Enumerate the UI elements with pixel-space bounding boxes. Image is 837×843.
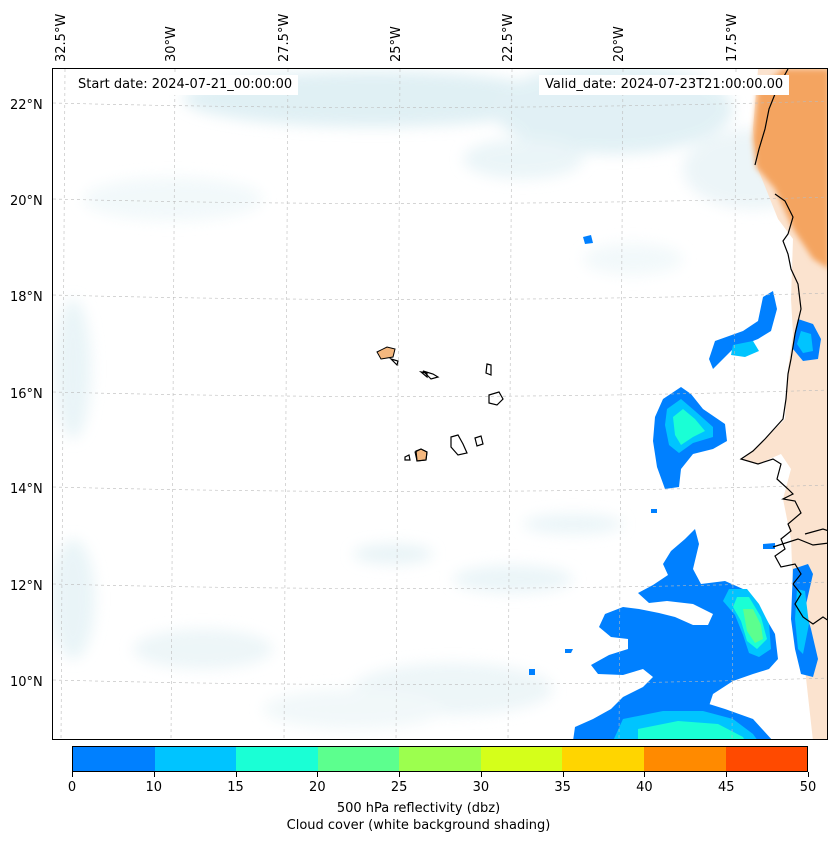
- colorbar-tick-mark: [235, 772, 237, 777]
- colorbar-tick-mark: [808, 772, 809, 777]
- reflectivity-cell: [565, 649, 573, 653]
- lon-label: 25°W: [389, 26, 404, 62]
- parallel-gridline: [53, 196, 827, 204]
- colorbar-tick-label: 20: [309, 780, 326, 795]
- meridian-gridline: [618, 69, 624, 739]
- meridian-gridline: [60, 69, 66, 739]
- colorbar-segment: [562, 747, 644, 771]
- lat-label: 14°N: [10, 482, 43, 497]
- lon-label: 30°W: [164, 26, 179, 62]
- parallel-gridline: [53, 292, 827, 300]
- colorbar-tick-label: 25: [390, 780, 408, 795]
- reflectivity-cell: [673, 409, 705, 445]
- reflectivity-cell: [573, 529, 778, 739]
- reflectivity-colorbar: [72, 746, 808, 772]
- colorbar-tick-mark: [399, 772, 401, 777]
- colorbar-tick-label: 30: [472, 780, 490, 795]
- colorbar-label: 500 hPa reflectivity (dbz): [336, 801, 501, 816]
- colorbar-sublabel: Cloud cover (white background shading): [286, 818, 551, 833]
- lat-label: 20°N: [10, 194, 43, 209]
- lon-label: 27.5°W: [277, 13, 292, 62]
- island-maio: [474, 435, 484, 447]
- lon-label: 17.5°W: [725, 13, 740, 62]
- island-santiago-north: [418, 371, 428, 379]
- colorbar-tick-mark: [726, 772, 728, 777]
- lon-label: 32.5°W: [54, 13, 69, 62]
- colorbar-segment: [399, 747, 481, 771]
- meridian-gridline: [731, 69, 737, 739]
- colorbar-tick-mark: [153, 772, 155, 777]
- colorbar-tick-label: 50: [799, 780, 817, 795]
- colorbar-segment: [236, 747, 318, 771]
- colorbar-segment: [73, 747, 155, 771]
- colorbar-segment: [154, 747, 237, 771]
- colorbar-segment: [725, 747, 808, 771]
- island-santiago: [450, 434, 468, 456]
- gridlines: [53, 69, 827, 739]
- lon-label: 22.5°W: [501, 13, 516, 62]
- island-sao-nicolau: [422, 370, 440, 380]
- parallel-gridline: [53, 389, 827, 397]
- reflectivity-cell: [743, 609, 763, 643]
- colorbar-tick-label: 45: [717, 780, 735, 795]
- parallel-gridline: [53, 100, 827, 108]
- colorbar-tick-mark: [562, 772, 564, 777]
- reflectivity-cell: [763, 543, 775, 549]
- reflectivity-cell: [795, 589, 809, 654]
- colorbar-tick-label: 0: [67, 780, 77, 795]
- island-sao-vicente: [388, 357, 399, 367]
- reflectivity-cell: [731, 341, 759, 357]
- colorbar-tick-mark: [72, 772, 73, 777]
- start-date-label: Start date: 2024-07-21_00:00:00: [72, 75, 299, 95]
- colorbar-tick-mark: [644, 772, 646, 777]
- meridian-gridline: [507, 69, 513, 739]
- reflectivity-cell: [638, 721, 744, 739]
- colorbar-tick-label: 10: [145, 780, 163, 795]
- sahara-warm-area: [753, 69, 827, 268]
- valid-date-label: Valid_date: 2024-07-23T21:00:00.00: [539, 75, 790, 95]
- reflectivity-cell: [651, 509, 657, 513]
- gambia-coast: [804, 528, 827, 535]
- meridian-gridline: [283, 69, 289, 739]
- island-sal: [485, 363, 492, 376]
- reflectivity-cell: [797, 331, 813, 353]
- colorbar-segment: [643, 747, 726, 771]
- meridian-gridline: [170, 69, 176, 739]
- lat-label: 16°N: [10, 387, 43, 402]
- reflectivity-cell: [583, 235, 593, 244]
- colorbar-tick-mark: [317, 772, 319, 777]
- island-fogo-west: [404, 454, 411, 461]
- meridian-gridline: [395, 69, 401, 739]
- colorbar-tick-mark: [480, 772, 482, 777]
- island-fogo-outline: [415, 448, 428, 462]
- lon-label: 20°W: [612, 26, 627, 62]
- map-canvas: [53, 69, 827, 739]
- parallel-gridline: [53, 484, 827, 492]
- island-santo-antao: [376, 346, 396, 360]
- guinea-coast: [792, 583, 827, 625]
- reflectivity-cell: [529, 669, 535, 675]
- reflectivity-cell: [709, 291, 777, 369]
- parallel-gridline: [53, 581, 827, 589]
- colorbar-segment: [317, 747, 400, 771]
- lat-label: 22°N: [10, 98, 43, 113]
- colorbar-tick-label: 15: [227, 780, 244, 795]
- island-boa-vista: [488, 391, 504, 406]
- guinea-bissau-coast: [772, 538, 827, 548]
- colorbar-tick-label: 35: [554, 780, 571, 795]
- reflectivity-contours: [529, 235, 821, 739]
- lat-label: 12°N: [10, 579, 43, 594]
- colorbar-segment: [480, 747, 563, 771]
- lat-label: 10°N: [10, 675, 43, 690]
- map-panel: [52, 68, 828, 740]
- colorbar-tick-label: 40: [636, 780, 653, 795]
- lat-label: 18°N: [10, 290, 43, 305]
- parallel-gridline: [53, 677, 827, 685]
